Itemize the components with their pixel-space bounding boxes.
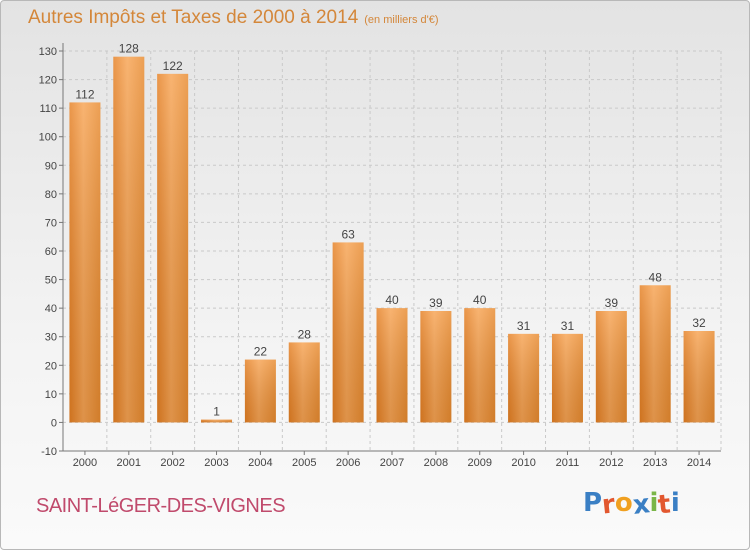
value-label: 1 xyxy=(213,405,220,419)
bar-shade xyxy=(639,285,671,423)
value-label: 63 xyxy=(341,227,355,241)
bar-shade xyxy=(595,311,627,423)
y-tick-label: 50 xyxy=(45,275,57,287)
value-label: 122 xyxy=(163,59,183,73)
y-tick-label: 60 xyxy=(45,246,57,258)
bar-shade xyxy=(420,311,452,423)
value-label: 40 xyxy=(473,293,487,307)
value-label: 31 xyxy=(517,319,531,333)
x-tick-label: 2011 xyxy=(556,457,580,469)
bar-shade xyxy=(157,73,189,423)
value-label: 39 xyxy=(429,296,443,310)
commune-name: SAINT-LéGER-DES-VIGNES xyxy=(36,495,286,517)
x-tick-label: 2002 xyxy=(160,457,184,469)
y-tick-label: 130 xyxy=(39,46,57,58)
x-tick-label: 2001 xyxy=(117,457,141,469)
chart-title-text: Autres Impôts et Taxes de 2000 à 2014 xyxy=(28,7,359,28)
value-label: 112 xyxy=(75,87,94,101)
bar-shade xyxy=(376,308,408,423)
bars xyxy=(69,56,715,423)
bar-shade xyxy=(201,419,233,423)
x-tick-label: 2005 xyxy=(292,457,316,469)
x-tick-label: 2012 xyxy=(599,457,623,469)
x-tick-label: 2014 xyxy=(687,457,711,469)
x-tick-label: 2008 xyxy=(424,457,448,469)
bar-shade xyxy=(551,333,583,423)
labels: -10 0 10 20 30 40 50 60 70 80 90 100 110 120 130 112 200… xyxy=(39,42,712,469)
chart-title: Autres Impôts et Taxes de 2000 à 2014 (en… xyxy=(28,7,439,29)
y-tick-label: 100 xyxy=(39,132,57,144)
y-tick-label: 80 xyxy=(45,189,57,201)
y-tick-label: 70 xyxy=(45,217,57,229)
axes xyxy=(59,43,721,455)
value-label: 48 xyxy=(649,270,663,284)
x-tick-label: 2009 xyxy=(467,457,491,469)
x-tick-label: 2003 xyxy=(204,457,228,469)
y-tick-label: 30 xyxy=(45,332,57,344)
value-label: 28 xyxy=(298,327,312,341)
bar-shade xyxy=(508,333,540,423)
value-label: 31 xyxy=(561,319,575,333)
bar-shade xyxy=(288,342,320,423)
proxiti-logo[interactable]: Proxiti xyxy=(583,488,680,521)
y-tick-label: 40 xyxy=(45,303,57,315)
y-tick-label: 10 xyxy=(45,389,57,401)
chart-unit-label: (en milliers d'€) xyxy=(364,14,439,26)
y-tick-label: 90 xyxy=(45,160,57,172)
bar-shade xyxy=(113,56,145,423)
y-tick-label: 20 xyxy=(45,360,57,372)
value-label: 22 xyxy=(254,345,268,359)
value-label: 40 xyxy=(385,293,399,307)
logo-letter: P xyxy=(583,488,603,518)
x-tick-label: 2013 xyxy=(643,457,667,469)
y-tick-label: -10 xyxy=(41,446,57,458)
bar-shade xyxy=(683,331,715,423)
bar-shade xyxy=(244,359,276,423)
value-label: 39 xyxy=(605,296,619,310)
bar-shade xyxy=(332,242,364,423)
logo-letter: o xyxy=(614,488,633,518)
bar-shade xyxy=(464,308,496,423)
logo-letter: x xyxy=(631,489,652,521)
value-label: 128 xyxy=(119,42,139,56)
y-tick-label: 110 xyxy=(39,103,57,115)
y-tick-label: 120 xyxy=(39,75,57,87)
x-tick-label: 2004 xyxy=(248,457,272,469)
logo-letter: i xyxy=(649,488,659,518)
bar-shade xyxy=(69,102,101,423)
x-tick-label: 2010 xyxy=(511,457,535,469)
logo-letter: i xyxy=(670,488,680,518)
x-tick-label: 2007 xyxy=(380,457,404,469)
x-tick-label: 2000 xyxy=(73,457,97,469)
y-tick-label: 0 xyxy=(51,417,57,429)
x-tick-label: 2006 xyxy=(336,457,360,469)
value-label: 32 xyxy=(692,316,706,330)
